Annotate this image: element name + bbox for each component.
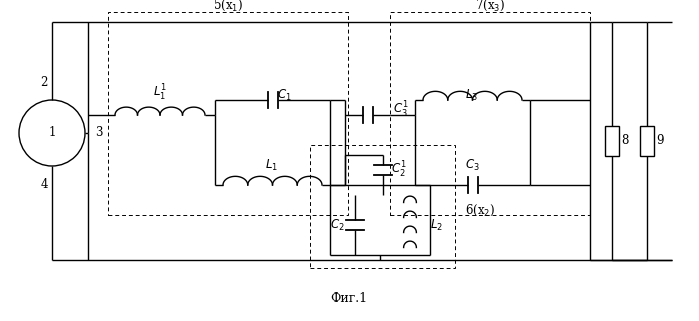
Text: $C_3$: $C_3$: [465, 157, 480, 173]
Text: $C_1$: $C_1$: [277, 87, 291, 102]
Text: 7(x$_3$): 7(x$_3$): [475, 0, 505, 13]
Text: 4: 4: [41, 178, 48, 190]
Text: 3: 3: [95, 126, 103, 140]
Bar: [108, 12, 348, 215]
Bar: [310, 145, 455, 268]
Text: $C_2$: $C_2$: [331, 217, 345, 232]
Bar: [390, 12, 590, 215]
Text: $L_3$: $L_3$: [466, 87, 479, 102]
Circle shape: [19, 100, 85, 166]
Text: 6(x$_2$): 6(x$_2$): [465, 203, 495, 218]
Bar: [605, 126, 619, 156]
Text: 8: 8: [621, 134, 628, 148]
Text: 1: 1: [48, 126, 56, 140]
Text: $C_3^1$: $C_3^1$: [393, 100, 408, 120]
Text: 2: 2: [41, 75, 48, 89]
Text: $L_2$: $L_2$: [430, 217, 443, 232]
Text: $L_1^1$: $L_1^1$: [153, 83, 167, 103]
Text: $L_1$: $L_1$: [266, 157, 278, 173]
Text: Фиг.1: Фиг.1: [331, 291, 368, 305]
Bar: [640, 126, 654, 156]
Text: 5(x$_1$): 5(x$_1$): [213, 0, 243, 13]
Text: $C_2^1$: $C_2^1$: [391, 160, 407, 180]
Text: 9: 9: [656, 134, 663, 148]
